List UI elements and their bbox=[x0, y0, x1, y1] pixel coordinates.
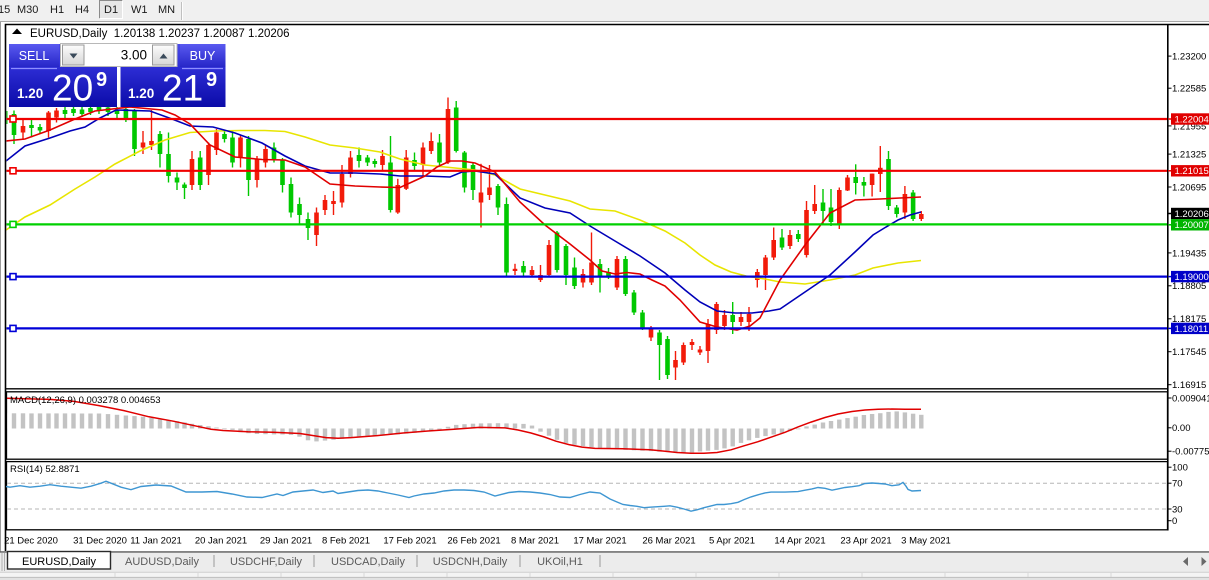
svg-text:-0.00775: -0.00775 bbox=[1172, 447, 1209, 458]
svg-text:21 Dec 2020: 21 Dec 2020 bbox=[4, 536, 58, 547]
svg-text:AUDUSD,Daily: AUDUSD,Daily bbox=[125, 556, 199, 568]
svg-text:3 May 2021: 3 May 2021 bbox=[901, 536, 951, 547]
svg-text:1.18175: 1.18175 bbox=[1172, 314, 1206, 325]
svg-text:1.20: 1.20 bbox=[128, 86, 154, 101]
svg-text:9: 9 bbox=[96, 69, 107, 91]
svg-text:USDCNH,Daily: USDCNH,Daily bbox=[433, 556, 508, 568]
svg-text:31 Dec 2020: 31 Dec 2020 bbox=[73, 536, 127, 547]
svg-text:MACD(12,26,9) 0.003278 0.00465: MACD(12,26,9) 0.003278 0.004653 bbox=[10, 395, 161, 406]
svg-text:USDCAD,Daily: USDCAD,Daily bbox=[331, 556, 405, 568]
svg-text:17 Feb 2021: 17 Feb 2021 bbox=[383, 536, 436, 547]
svg-text:1.22004: 1.22004 bbox=[1175, 114, 1209, 125]
svg-text:70: 70 bbox=[1172, 479, 1183, 490]
svg-text:1.19000: 1.19000 bbox=[1175, 272, 1209, 283]
svg-text:1.21955: 1.21955 bbox=[1172, 121, 1206, 132]
svg-text:1.20007: 1.20007 bbox=[1175, 220, 1209, 231]
svg-text:1.19435: 1.19435 bbox=[1172, 248, 1206, 259]
svg-text:RSI(14) 52.8871: RSI(14) 52.8871 bbox=[10, 464, 80, 475]
svg-text:29 Jan 2021: 29 Jan 2021 bbox=[260, 536, 312, 547]
svg-text:1.21015: 1.21015 bbox=[1175, 166, 1209, 177]
svg-text:30: 30 bbox=[1172, 504, 1183, 515]
svg-text:1.21325: 1.21325 bbox=[1172, 150, 1206, 161]
svg-text:1.16915: 1.16915 bbox=[1172, 380, 1206, 391]
svg-text:SELL: SELL bbox=[19, 49, 50, 63]
svg-text:15: 15 bbox=[0, 4, 10, 16]
svg-text:D1: D1 bbox=[104, 4, 118, 16]
svg-text:BUY: BUY bbox=[190, 49, 216, 63]
svg-text:20: 20 bbox=[52, 68, 93, 109]
svg-text:0.00: 0.00 bbox=[1172, 423, 1191, 434]
svg-text:EURUSD,Daily: EURUSD,Daily bbox=[22, 556, 96, 568]
svg-text:14 Apr 2021: 14 Apr 2021 bbox=[774, 536, 825, 547]
svg-text:1.23200: 1.23200 bbox=[1172, 52, 1206, 63]
svg-text:11 Jan 2021: 11 Jan 2021 bbox=[130, 536, 182, 547]
svg-text:MN: MN bbox=[158, 4, 175, 16]
svg-text:UKOil,H1: UKOil,H1 bbox=[537, 556, 583, 568]
svg-text:H4: H4 bbox=[75, 4, 89, 16]
svg-text:1.20206: 1.20206 bbox=[1175, 209, 1209, 220]
svg-text:0: 0 bbox=[1172, 516, 1177, 527]
svg-text:20 Jan 2021: 20 Jan 2021 bbox=[195, 536, 247, 547]
svg-text:1.18805: 1.18805 bbox=[1172, 281, 1206, 292]
svg-text:26 Feb 2021: 26 Feb 2021 bbox=[447, 536, 500, 547]
svg-text:W1: W1 bbox=[131, 4, 148, 16]
svg-text:1.20695: 1.20695 bbox=[1172, 182, 1206, 193]
svg-text:USDCHF,Daily: USDCHF,Daily bbox=[230, 556, 303, 568]
svg-text:0.009041: 0.009041 bbox=[1172, 393, 1209, 404]
svg-text:17 Mar 2021: 17 Mar 2021 bbox=[573, 536, 626, 547]
svg-text:23 Apr 2021: 23 Apr 2021 bbox=[840, 536, 891, 547]
svg-text:8 Feb 2021: 8 Feb 2021 bbox=[322, 536, 370, 547]
svg-text:26 Mar 2021: 26 Mar 2021 bbox=[642, 536, 695, 547]
svg-text:1.22585: 1.22585 bbox=[1172, 84, 1206, 95]
svg-text:100: 100 bbox=[1172, 463, 1188, 474]
svg-text:1.20: 1.20 bbox=[17, 86, 43, 101]
svg-text:M30: M30 bbox=[17, 4, 38, 16]
svg-text:H1: H1 bbox=[50, 4, 64, 16]
svg-text:21: 21 bbox=[162, 68, 203, 109]
svg-text:EURUSD,Daily 1.20138 1.20237: EURUSD,Daily 1.20138 1.20237 1.20087 1.2… bbox=[30, 28, 290, 40]
svg-text:1.17545: 1.17545 bbox=[1172, 347, 1206, 358]
svg-text:1.18011: 1.18011 bbox=[1175, 324, 1209, 335]
svg-text:3.00: 3.00 bbox=[121, 48, 147, 63]
svg-text:8 Mar 2021: 8 Mar 2021 bbox=[511, 536, 559, 547]
svg-text:9: 9 bbox=[206, 69, 217, 91]
svg-text:5 Apr 2021: 5 Apr 2021 bbox=[709, 536, 755, 547]
